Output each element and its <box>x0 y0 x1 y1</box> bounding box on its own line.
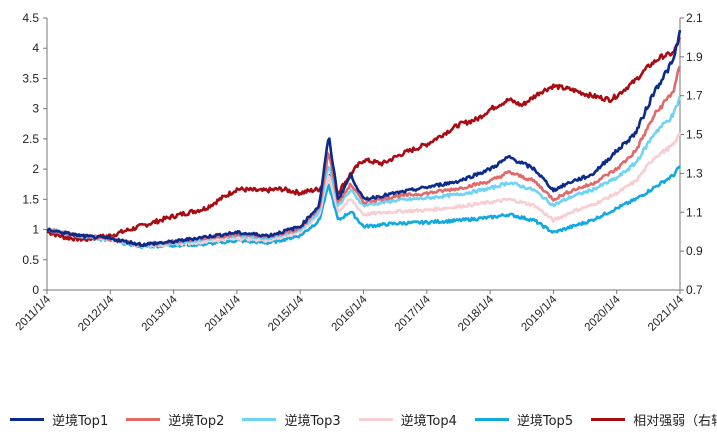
y-left-tick-label: 2.5 <box>22 132 39 146</box>
x-tick-label: 2021/1/4 <box>646 293 687 334</box>
y-right-tick-label: 0.7 <box>686 283 703 297</box>
x-tick-label: 2018/1/4 <box>456 293 497 334</box>
x-tick-label: 2017/1/4 <box>393 293 434 334</box>
legend-item-5: 逆境Top5 <box>474 410 574 429</box>
x-tick-label: 2014/1/4 <box>203 293 244 334</box>
series-line-6 <box>46 36 682 242</box>
y-left-tick-label: 3.5 <box>22 71 39 85</box>
x-tick-label: 2013/1/4 <box>140 293 181 334</box>
y-left-tick-label: 3 <box>32 102 39 116</box>
legend-label: 相对强弱（右轴） <box>633 413 717 429</box>
legend-swatch <box>126 417 161 421</box>
y-left-tick-label: 2 <box>32 162 39 176</box>
legend-item-4: 逆境Top4 <box>358 410 457 429</box>
series-line-2 <box>46 65 682 247</box>
legend-swatch <box>591 417 626 421</box>
x-tick-label: 2019/1/4 <box>519 293 560 334</box>
series-line-4 <box>46 132 682 249</box>
legend-swatch <box>358 417 393 421</box>
y-right-tick-label: 1.1 <box>686 205 703 219</box>
legend-item-6: 相对强弱（右轴） <box>591 410 717 429</box>
chart-legend: 逆境Top1 逆境Top2 逆境Top3 逆境Top4 逆境Top5 相对强弱（右轴） <box>10 408 717 430</box>
series-line-1 <box>46 29 682 248</box>
y-left-tick-label: 0 <box>32 283 39 297</box>
chart-axes <box>43 17 684 294</box>
y-left-tick-label: 4.5 <box>22 11 39 25</box>
x-tick-label: 2011/1/4 <box>14 293 54 333</box>
y-right-tick-label: 2.1 <box>686 11 703 25</box>
x-tick-label: 2016/1/4 <box>329 293 370 334</box>
legend-label: 逆境Top1 <box>52 413 109 429</box>
y-left-tick-label: 0.5 <box>22 253 39 267</box>
legend-swatch <box>242 417 277 421</box>
legend-item-3: 逆境Top3 <box>242 410 341 429</box>
y-right-tick-label: 1.5 <box>686 128 703 142</box>
legend-label: 逆境Top2 <box>168 413 225 429</box>
legend-item-2: 逆境Top2 <box>126 410 224 429</box>
legend-label: 逆境Top4 <box>400 413 457 429</box>
legend-swatch <box>474 417 509 421</box>
tick-labels: 0 0.5 1 1.5 2 2.5 3 3.5 4 4.5 0.7 0.9 1.1 1.3 1.5 1.7 1.… <box>14 11 703 334</box>
y-right-tick-label: 0.9 <box>686 244 703 258</box>
y-left-tick-label: 1.5 <box>22 192 39 206</box>
y-left-tick-label: 4 <box>32 41 39 55</box>
legend-swatch <box>10 417 44 421</box>
legend-item-1: 逆境Top1 <box>10 410 108 429</box>
y-right-tick-label: 1.7 <box>686 89 703 103</box>
x-tick-label: 2012/1/4 <box>76 293 117 334</box>
series-layer <box>46 29 682 249</box>
y-right-tick-label: 1.3 <box>686 166 703 180</box>
x-tick-label: 2020/1/4 <box>583 293 624 334</box>
line-chart: 0 0.5 1 1.5 2 2.5 3 3.5 4 4.5 0.7 0.9 1.1 1.3 1.5 1.7 1.… <box>14 11 703 334</box>
legend-label: 逆境Top5 <box>516 413 574 429</box>
legend-label: 逆境Top3 <box>284 413 341 429</box>
y-left-tick-label: 1 <box>32 223 39 237</box>
x-tick-label: 2015/1/4 <box>266 293 307 334</box>
y-right-tick-label: 1.9 <box>686 50 703 64</box>
